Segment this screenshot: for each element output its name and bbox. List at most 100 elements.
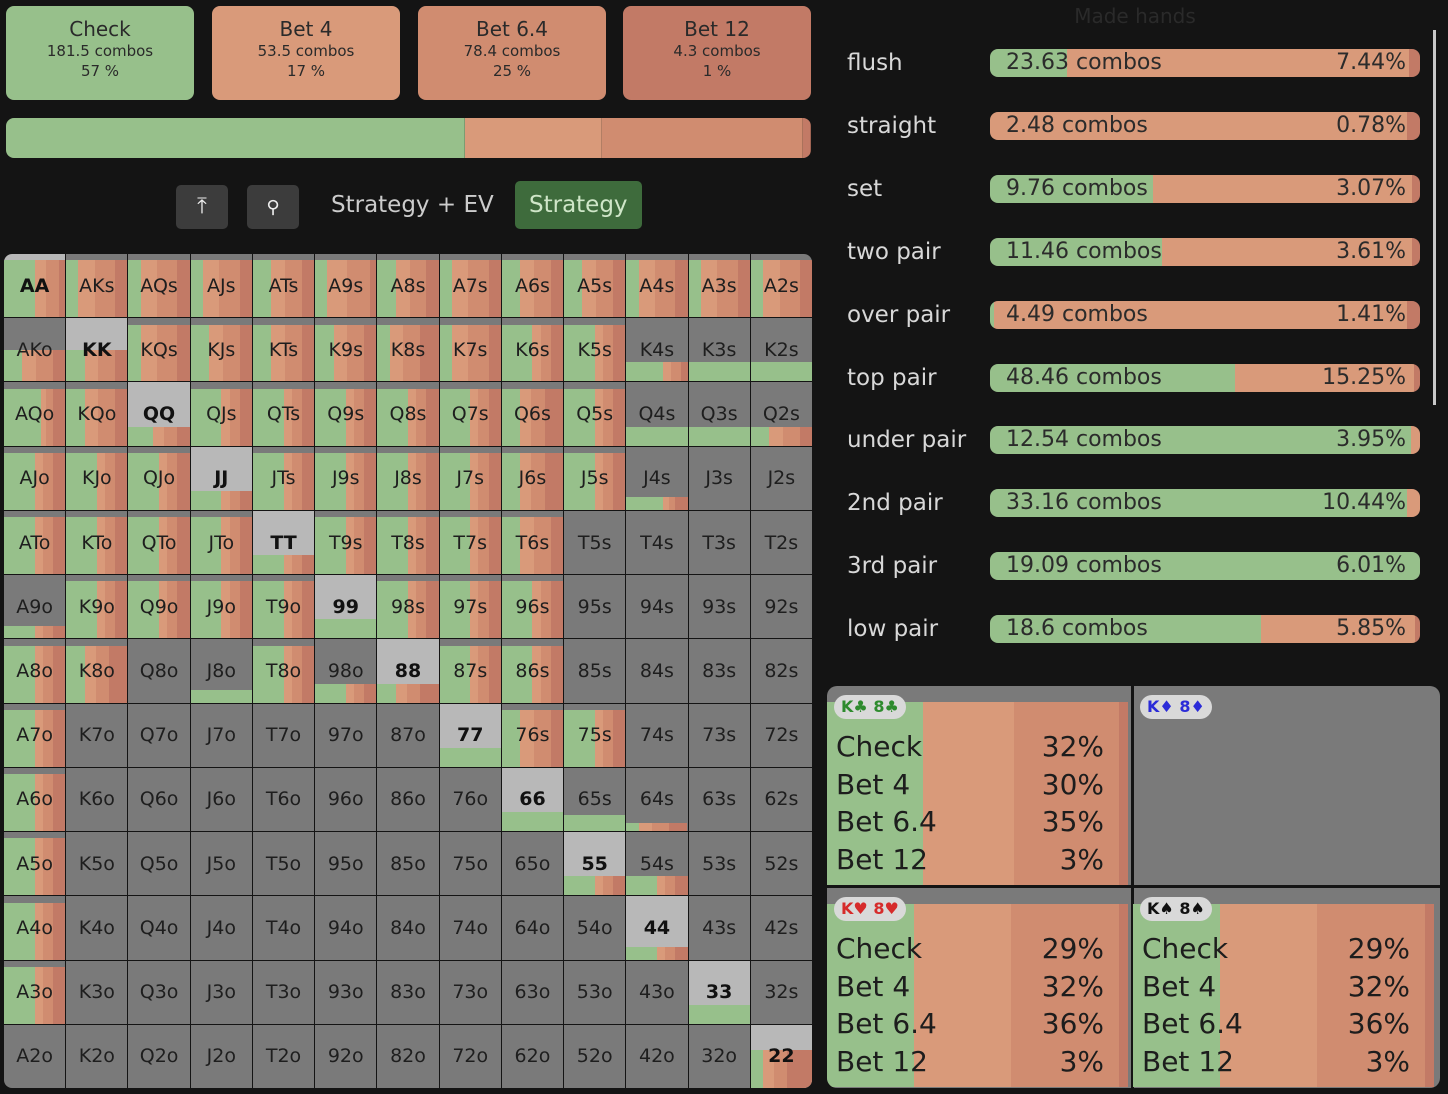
hand-cell-J8o[interactable]: J8o	[190, 639, 252, 703]
hand-cell-A6s[interactable]: A6s	[501, 254, 564, 318]
made-hand-row-set[interactable]: set 9.76 combos 3.07%	[836, 169, 1426, 209]
hand-cell-82o[interactable]: 82o	[377, 1024, 439, 1088]
hand-cell-96s[interactable]: 96s	[501, 575, 564, 639]
hand-cell-A2s[interactable]: A2s	[750, 254, 812, 318]
hand-cell-T5s[interactable]: T5s	[564, 510, 626, 575]
hand-cell-T5o[interactable]: T5o	[252, 832, 315, 896]
hand-cell-97s[interactable]: 97s	[439, 575, 501, 639]
hand-cell-74s[interactable]: 74s	[626, 703, 688, 767]
hand-cell-63s[interactable]: 63s	[688, 767, 750, 832]
hand-cell-Q2o[interactable]: Q2o	[128, 1024, 190, 1088]
hand-cell-87s[interactable]: 87s	[439, 639, 501, 703]
hand-cell-KTo[interactable]: KTo	[66, 510, 128, 575]
hand-cell-ATs[interactable]: ATs	[252, 254, 315, 318]
scrollbar[interactable]	[1433, 30, 1436, 405]
hand-cell-AJo[interactable]: AJo	[4, 446, 66, 510]
hand-cell-92o[interactable]: 92o	[315, 1024, 377, 1088]
hand-cell-T3s[interactable]: T3s	[688, 510, 750, 575]
search-button[interactable]: ⚲	[247, 185, 299, 229]
top-filter-button[interactable]: ⤒	[176, 185, 228, 229]
hand-cell-64s[interactable]: 64s	[626, 767, 688, 832]
hand-cell-A2o[interactable]: A2o	[4, 1024, 66, 1088]
hand-cell-A8s[interactable]: A8s	[377, 254, 439, 318]
action-card-bet-12[interactable]: Bet 12 4.3 combos 1 %	[623, 6, 811, 100]
hand-cell-A5s[interactable]: A5s	[564, 254, 626, 318]
hand-cell-QTs[interactable]: QTs	[252, 382, 315, 446]
hand-cell-T8s[interactable]: T8s	[377, 510, 439, 575]
hand-cell-87o[interactable]: 87o	[377, 703, 439, 767]
hand-cell-AJs[interactable]: AJs	[190, 254, 252, 318]
hand-cell-T6o[interactable]: T6o	[252, 767, 315, 832]
hand-cell-A7o[interactable]: A7o	[4, 703, 66, 767]
hand-cell-Q4s[interactable]: Q4s	[626, 382, 688, 446]
hand-cell-Q9s[interactable]: Q9s	[315, 382, 377, 446]
hand-cell-Q3s[interactable]: Q3s	[688, 382, 750, 446]
hand-cell-32o[interactable]: 32o	[688, 1024, 750, 1088]
hand-cell-AA[interactable]: AA	[4, 254, 66, 318]
hand-cell-74o[interactable]: 74o	[439, 896, 501, 960]
hand-cell-84o[interactable]: 84o	[377, 896, 439, 960]
hand-cell-53s[interactable]: 53s	[688, 832, 750, 896]
hand-cell-62s[interactable]: 62s	[750, 767, 812, 832]
hand-cell-62o[interactable]: 62o	[501, 1024, 564, 1088]
made-hand-row-flush[interactable]: flush 23.63 combos 7.44%	[836, 43, 1426, 83]
hand-cell-96o[interactable]: 96o	[315, 767, 377, 832]
hand-cell-88[interactable]: 88	[377, 639, 439, 703]
hand-cell-95s[interactable]: 95s	[564, 575, 626, 639]
hand-cell-KJo[interactable]: KJo	[66, 446, 128, 510]
made-hand-row-3rd-pair[interactable]: 3rd pair 19.09 combos 6.01%	[836, 546, 1426, 586]
hand-cell-92s[interactable]: 92s	[750, 575, 812, 639]
hand-cell-Q7o[interactable]: Q7o	[128, 703, 190, 767]
action-card-check[interactable]: Check 181.5 combos 57 %	[6, 6, 194, 100]
hand-cell-KTs[interactable]: KTs	[252, 318, 315, 382]
combo-card-3[interactable]: Check Bet 4 Bet 6.4 Bet 12 29% 32% 36% 3% K♥ 8♥	[827, 888, 1132, 1087]
hand-cell-Q5s[interactable]: Q5s	[564, 382, 626, 446]
hand-cell-K8o[interactable]: K8o	[66, 639, 128, 703]
hand-cell-AQs[interactable]: AQs	[128, 254, 190, 318]
made-hand-row-over-pair[interactable]: over pair 4.49 combos 1.41%	[836, 295, 1426, 335]
hand-cell-K9s[interactable]: K9s	[315, 318, 377, 382]
hand-cell-94s[interactable]: 94s	[626, 575, 688, 639]
action-card-bet-4[interactable]: Bet 4 53.5 combos 17 %	[212, 6, 400, 100]
hand-cell-77[interactable]: 77	[439, 703, 501, 767]
hand-cell-86o[interactable]: 86o	[377, 767, 439, 832]
made-hand-row-low-pair[interactable]: low pair 18.6 combos 5.85%	[836, 609, 1426, 649]
hand-cell-T2s[interactable]: T2s	[750, 510, 812, 575]
hand-cell-86s[interactable]: 86s	[501, 639, 564, 703]
hand-cell-T3o[interactable]: T3o	[252, 960, 315, 1024]
hand-cell-J7o[interactable]: J7o	[190, 703, 252, 767]
hand-cell-A8o[interactable]: A8o	[4, 639, 66, 703]
hand-cell-KQo[interactable]: KQo	[66, 382, 128, 446]
hand-cell-T4s[interactable]: T4s	[626, 510, 688, 575]
action-card-bet-6-4[interactable]: Bet 6.4 78.4 combos 25 %	[418, 6, 606, 100]
hand-cell-A9s[interactable]: A9s	[315, 254, 377, 318]
hand-cell-K6s[interactable]: K6s	[501, 318, 564, 382]
hand-cell-85o[interactable]: 85o	[377, 832, 439, 896]
hand-cell-43s[interactable]: 43s	[688, 896, 750, 960]
hand-cell-T9s[interactable]: T9s	[315, 510, 377, 575]
hand-cell-J7s[interactable]: J7s	[439, 446, 501, 510]
hand-cell-44[interactable]: 44	[626, 896, 688, 960]
hand-cell-A7s[interactable]: A7s	[439, 254, 501, 318]
hand-cell-J5s[interactable]: J5s	[564, 446, 626, 510]
hand-cell-72o[interactable]: 72o	[439, 1024, 501, 1088]
hand-cell-98o[interactable]: 98o	[315, 639, 377, 703]
hand-cell-Q6o[interactable]: Q6o	[128, 767, 190, 832]
hand-cell-54o[interactable]: 54o	[564, 896, 626, 960]
hand-cell-95o[interactable]: 95o	[315, 832, 377, 896]
hand-cell-76o[interactable]: 76o	[439, 767, 501, 832]
hand-cell-42o[interactable]: 42o	[626, 1024, 688, 1088]
hand-cell-52s[interactable]: 52s	[750, 832, 812, 896]
hand-cell-54s[interactable]: 54s	[626, 832, 688, 896]
hand-cell-83s[interactable]: 83s	[688, 639, 750, 703]
combo-card-4[interactable]: Check Bet 4 Bet 6.4 Bet 12 29% 32% 36% 3% K♠ 8♠	[1133, 888, 1438, 1087]
hand-cell-63o[interactable]: 63o	[501, 960, 564, 1024]
hand-cell-J6o[interactable]: J6o	[190, 767, 252, 832]
hand-cell-K3s[interactable]: K3s	[688, 318, 750, 382]
hand-cell-JTo[interactable]: JTo	[190, 510, 252, 575]
hand-cell-Q8s[interactable]: Q8s	[377, 382, 439, 446]
hand-cell-73s[interactable]: 73s	[688, 703, 750, 767]
hand-cell-J9s[interactable]: J9s	[315, 446, 377, 510]
hand-cell-A4s[interactable]: A4s	[626, 254, 688, 318]
hand-cell-T9o[interactable]: T9o	[252, 575, 315, 639]
